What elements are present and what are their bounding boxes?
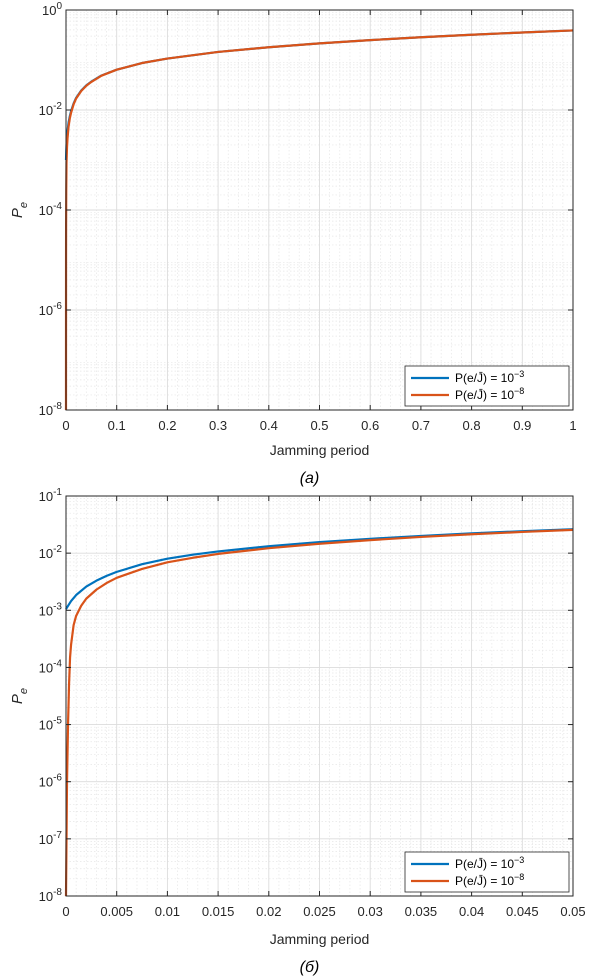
chart-panel-b: 0 0.005 0.01 0.015 0.02 0.025 0.03 0.035 0.04 0.0…: [9, 487, 586, 976]
legend: P(e/J̄) = 10−3P(e/J̄) = 10−8: [404, 365, 570, 407]
x-tick-label: 0.04: [459, 904, 484, 919]
y-tick-label: 10-6: [39, 301, 63, 318]
y-axis-label: Pe: [9, 202, 30, 218]
legend-label: P(e/J̄) = 10−3: [455, 855, 524, 871]
legend-label: P(e/J̄) = 10−8: [455, 386, 524, 402]
x-tick-label: 0.6: [361, 418, 379, 433]
y-tick-label: 10-5: [39, 716, 63, 733]
y-axis-label: Pe: [9, 688, 30, 704]
x-tick-label: 0.035: [405, 904, 438, 919]
x-tick-label: 0: [62, 904, 69, 919]
x-tick-label: 1: [569, 418, 576, 433]
x-tick-label: 0.2: [158, 418, 176, 433]
panel-caption: (б): [300, 959, 320, 976]
legend: P(e/J̄) = 10−3P(e/J̄) = 10−8: [404, 851, 570, 893]
x-tick-label: 0.7: [412, 418, 430, 433]
x-tick-label: 0.9: [513, 418, 531, 433]
x-tick-label: 0.1: [108, 418, 126, 433]
x-tick-label: 0.02: [256, 904, 281, 919]
x-tick-label: 0.015: [202, 904, 235, 919]
x-tick-label: 0.045: [506, 904, 539, 919]
y-tick-label: 10-4: [39, 201, 63, 218]
x-tick-label: 0.3: [209, 418, 227, 433]
grid: [65, 9, 574, 411]
y-tick-label: 10-2: [39, 101, 63, 118]
series-line-p-10e-8: [64, 29, 574, 411]
x-tick-label: 0.05: [560, 904, 585, 919]
x-tick-label: 0.005: [100, 904, 133, 919]
y-tick-label: 10-7: [39, 830, 63, 847]
chart-panel-a: 0 0.1 0.2 0.3 0.4 0.5 0.6 0.7 0.8 0.9 1 10-8 10-6 10-…: [9, 1, 577, 487]
legend-box: [404, 365, 570, 407]
x-tick-label: 0: [62, 418, 69, 433]
y-tick-label: 100: [42, 1, 62, 18]
y-tick-label: 10-2: [39, 544, 63, 561]
y-tick-label: 10-3: [39, 601, 63, 618]
y-tick-label: 10-6: [39, 773, 63, 790]
legend-box: [404, 851, 570, 893]
x-axis-label: Jamming period: [270, 931, 370, 947]
legend-label: P(e/J̄) = 10−8: [455, 872, 524, 888]
y-tick-label: 10-8: [39, 401, 63, 418]
x-tick-label: 0.03: [358, 904, 383, 919]
x-tick-label: 0.01: [155, 904, 180, 919]
legend-label: P(e/J̄) = 10−3: [455, 369, 524, 385]
x-tick-label: 0.5: [310, 418, 328, 433]
y-tick-label: 10-1: [39, 487, 63, 504]
x-tick-label: 0.4: [260, 418, 278, 433]
ticks: [65, 9, 574, 411]
x-tick-label: 0.8: [463, 418, 481, 433]
y-tick-label: 10-4: [39, 658, 63, 675]
panel-caption: (a): [300, 470, 320, 487]
ticks: [65, 495, 574, 897]
x-axis-label: Jamming period: [270, 442, 370, 458]
y-tick-label: 10-8: [39, 887, 63, 904]
x-tick-label: 0.025: [303, 904, 336, 919]
series-line-p-10e-8: [64, 528, 574, 897]
